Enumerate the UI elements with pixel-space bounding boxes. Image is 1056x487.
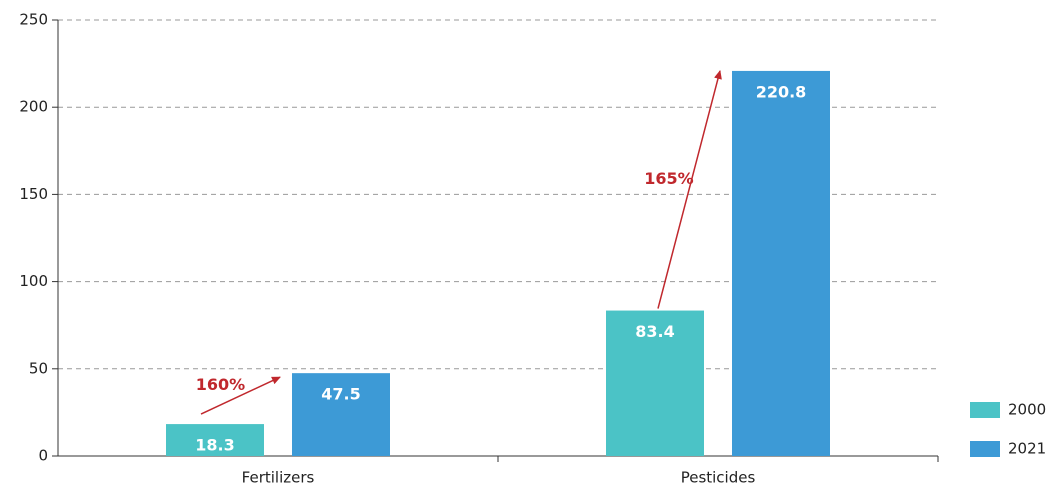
value-label: 47.5 bbox=[321, 385, 360, 404]
value-label: 83.4 bbox=[635, 322, 674, 341]
annotation: 165% bbox=[644, 169, 693, 188]
y-tick-label: 0 bbox=[38, 447, 48, 465]
legend-label: 2021 bbox=[1008, 440, 1046, 458]
bar bbox=[292, 373, 390, 456]
annotation-arrow bbox=[657, 69, 722, 309]
y-tick-label: 150 bbox=[19, 185, 48, 203]
y-tick-label: 100 bbox=[19, 272, 48, 290]
bar bbox=[732, 70, 830, 456]
legend-label: 2000 bbox=[1008, 401, 1046, 419]
y-tick-label: 50 bbox=[29, 359, 48, 377]
value-label: 18.3 bbox=[195, 436, 234, 455]
value-label: 220.8 bbox=[756, 82, 807, 101]
x-tick-label: Fertilizers bbox=[242, 469, 315, 487]
annotation: 160% bbox=[196, 375, 245, 394]
legend-swatch bbox=[970, 441, 1000, 457]
y-tick-label: 250 bbox=[19, 11, 48, 29]
bar bbox=[606, 310, 704, 456]
x-tick-label: Pesticides bbox=[681, 469, 756, 487]
bar bbox=[166, 424, 264, 456]
legend-swatch bbox=[970, 402, 1000, 418]
y-tick-label: 200 bbox=[19, 98, 48, 116]
annotation-arrow bbox=[200, 376, 281, 415]
